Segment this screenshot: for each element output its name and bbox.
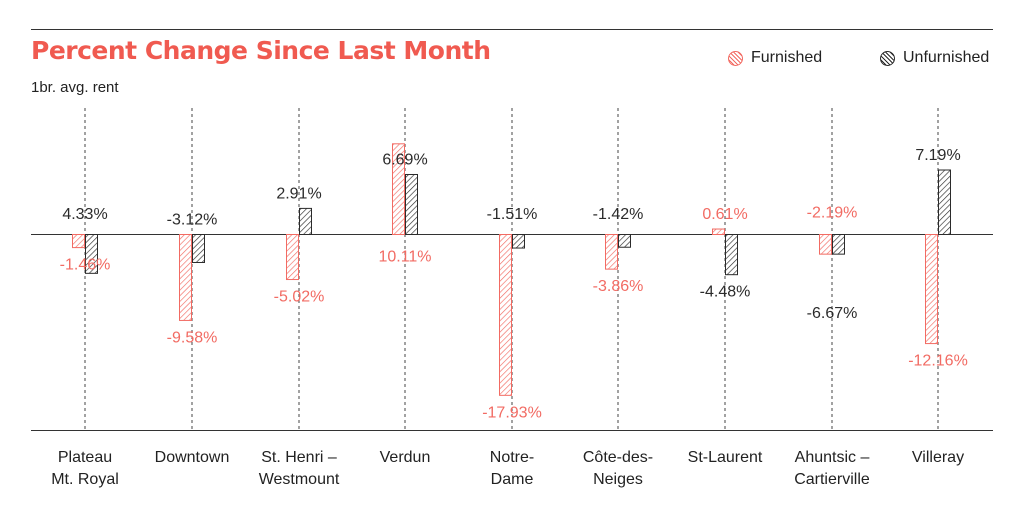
- x-tick-label: Mt. Royal: [51, 471, 119, 488]
- data-label-unfurnished: 6.69%: [382, 151, 427, 168]
- legend-label-furnished: Furnished: [751, 49, 823, 66]
- data-label-furnished: -9.58%: [167, 329, 218, 346]
- bar-furnished: [712, 228, 725, 236]
- legend-swatch-unfurnished: [880, 50, 895, 66]
- x-tick-label: Neiges: [593, 471, 643, 488]
- x-tick-label: Notre-: [490, 449, 534, 466]
- bar-furnished: [72, 234, 85, 249]
- legend-label-unfurnished: Unfurnished: [903, 49, 990, 66]
- data-label-unfurnished: 4.33%: [62, 206, 107, 223]
- data-label-unfurnished: 2.91%: [276, 185, 321, 202]
- x-tick-label: Côte-des-: [583, 449, 653, 466]
- legend-item-furnished: Furnished: [728, 47, 822, 69]
- chart-title: Percent Change Since Last Month: [31, 36, 491, 65]
- legend-swatch-furnished: [728, 50, 743, 66]
- x-tick-label: Westmount: [259, 471, 340, 488]
- data-label-unfurnished: -1.51%: [487, 206, 538, 223]
- bar-furnished: [499, 234, 512, 396]
- x-tick-label: St-Laurent: [688, 449, 763, 466]
- x-tick-label: Plateau: [58, 449, 112, 466]
- data-label-unfurnished: -6.67%: [807, 305, 858, 322]
- x-tick-label: Verdun: [380, 449, 431, 466]
- bar-furnished: [392, 143, 405, 235]
- bar-furnished: [605, 234, 618, 270]
- bar-unfurnished: [512, 234, 525, 249]
- x-tick-label: Downtown: [155, 449, 230, 466]
- data-label-unfurnished: -4.48%: [700, 284, 751, 301]
- x-tick-label: Ahuntsic –: [795, 449, 870, 466]
- legend-item-unfurnished: Unfurnished: [880, 47, 989, 69]
- data-label-furnished: -3.86%: [593, 278, 644, 295]
- data-label-furnished: -17.93%: [482, 404, 542, 421]
- bar-unfurnished: [299, 207, 312, 235]
- data-label-furnished: 0.61%: [702, 206, 747, 223]
- bar-unfurnished: [85, 234, 98, 274]
- bar-unfurnished: [405, 173, 418, 236]
- data-label-unfurnished: 7.19%: [915, 147, 960, 164]
- bar-unfurnished: [192, 234, 205, 263]
- data-label-furnished: 10.11%: [378, 249, 431, 266]
- bar-unfurnished: [725, 234, 738, 276]
- bar-furnished: [179, 234, 192, 321]
- data-label-furnished: -1.46%: [60, 257, 111, 274]
- chart-subtitle: 1br. avg. rent: [31, 79, 119, 96]
- data-label-unfurnished: -1.42%: [593, 206, 644, 223]
- data-label-furnished: -2.19%: [807, 205, 858, 222]
- bar-furnished: [819, 234, 832, 255]
- x-tick-label: Villeray: [912, 449, 964, 466]
- bar-unfurnished: [832, 234, 845, 255]
- bar-furnished: [925, 234, 938, 345]
- x-tick-label: Cartierville: [794, 471, 870, 488]
- data-label-furnished: -12.16%: [908, 353, 968, 370]
- data-label-unfurnished: -3.12%: [167, 212, 218, 229]
- x-tick-label: St. Henri –: [261, 449, 337, 466]
- bar-unfurnished: [618, 234, 631, 248]
- bar-furnished: [286, 234, 299, 281]
- data-label-furnished: -5.02%: [274, 289, 325, 306]
- x-tick-label: Dame: [491, 471, 534, 488]
- bar-unfurnished: [938, 169, 951, 236]
